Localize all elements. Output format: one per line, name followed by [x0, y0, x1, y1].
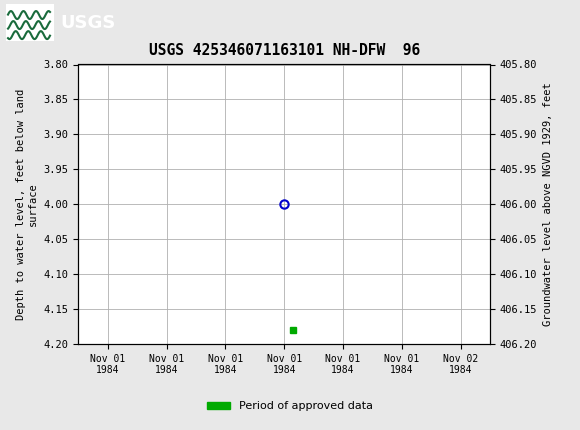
Y-axis label: Groundwater level above NGVD 1929, feet: Groundwater level above NGVD 1929, feet: [543, 83, 553, 326]
Legend: Period of approved data: Period of approved data: [203, 397, 377, 416]
Y-axis label: Depth to water level, feet below land
surface: Depth to water level, feet below land su…: [16, 89, 38, 320]
Text: USGS: USGS: [60, 14, 115, 32]
Title: USGS 425346071163101 NH-DFW  96: USGS 425346071163101 NH-DFW 96: [148, 43, 420, 58]
Bar: [6, 4, 54, 41]
